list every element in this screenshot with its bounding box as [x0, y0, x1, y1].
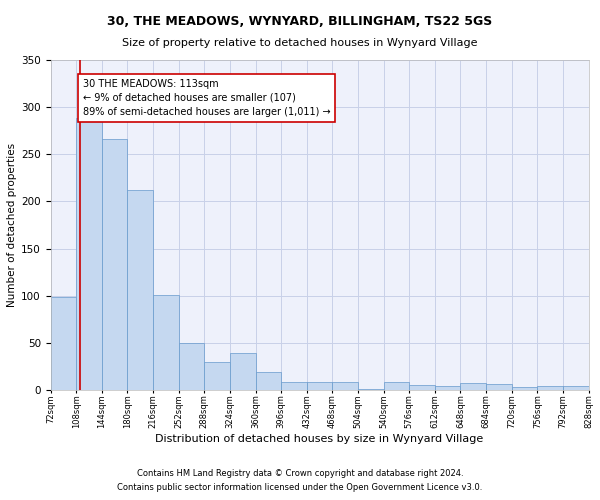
Bar	[538, 386, 563, 390]
Text: Contains HM Land Registry data © Crown copyright and database right 2024.: Contains HM Land Registry data © Crown c…	[137, 468, 463, 477]
Bar	[383, 382, 409, 390]
Bar	[307, 382, 332, 390]
Bar	[179, 343, 204, 390]
Bar	[230, 353, 256, 390]
Bar	[50, 296, 76, 390]
Y-axis label: Number of detached properties: Number of detached properties	[7, 143, 17, 307]
Bar	[358, 389, 383, 390]
Bar	[486, 384, 512, 390]
Text: Contains public sector information licensed under the Open Government Licence v3: Contains public sector information licen…	[118, 484, 482, 492]
Bar	[281, 382, 307, 390]
Bar	[512, 387, 538, 390]
Text: 30 THE MEADOWS: 113sqm
← 9% of detached houses are smaller (107)
89% of semi-det: 30 THE MEADOWS: 113sqm ← 9% of detached …	[83, 79, 330, 117]
Text: Size of property relative to detached houses in Wynyard Village: Size of property relative to detached ho…	[122, 38, 478, 48]
Bar	[204, 362, 230, 390]
Bar	[256, 372, 281, 390]
Text: 30, THE MEADOWS, WYNYARD, BILLINGHAM, TS22 5GS: 30, THE MEADOWS, WYNYARD, BILLINGHAM, TS…	[107, 15, 493, 28]
Bar	[460, 384, 486, 390]
X-axis label: Distribution of detached houses by size in Wynyard Village: Distribution of detached houses by size …	[155, 434, 484, 444]
Bar	[409, 386, 435, 390]
Bar	[102, 139, 127, 390]
Bar	[153, 295, 179, 390]
Bar	[435, 386, 460, 390]
Bar	[127, 190, 153, 390]
Bar	[332, 382, 358, 390]
Bar	[76, 118, 102, 390]
Bar	[563, 386, 589, 390]
